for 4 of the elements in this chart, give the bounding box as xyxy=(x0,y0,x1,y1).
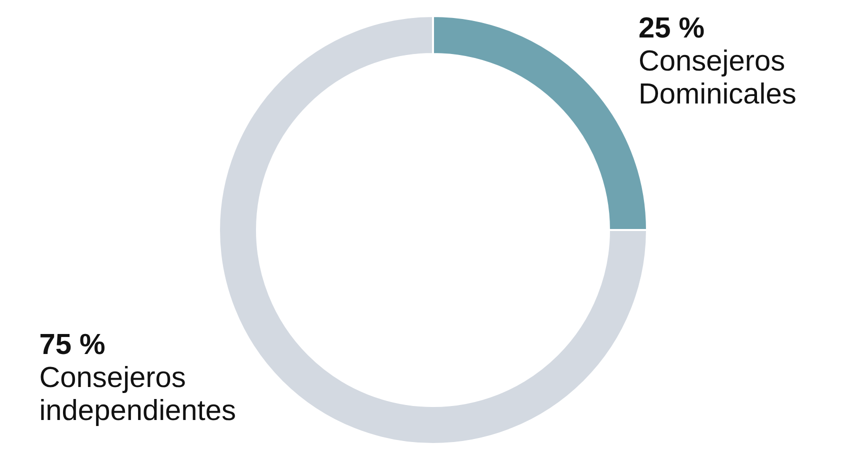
data-label: 75 % xyxy=(39,329,106,362)
data-label: 25 % xyxy=(638,12,705,44)
slice-label: Consejeros independientes xyxy=(39,362,236,428)
slice-label: Consejeros Dominicales xyxy=(638,45,796,110)
